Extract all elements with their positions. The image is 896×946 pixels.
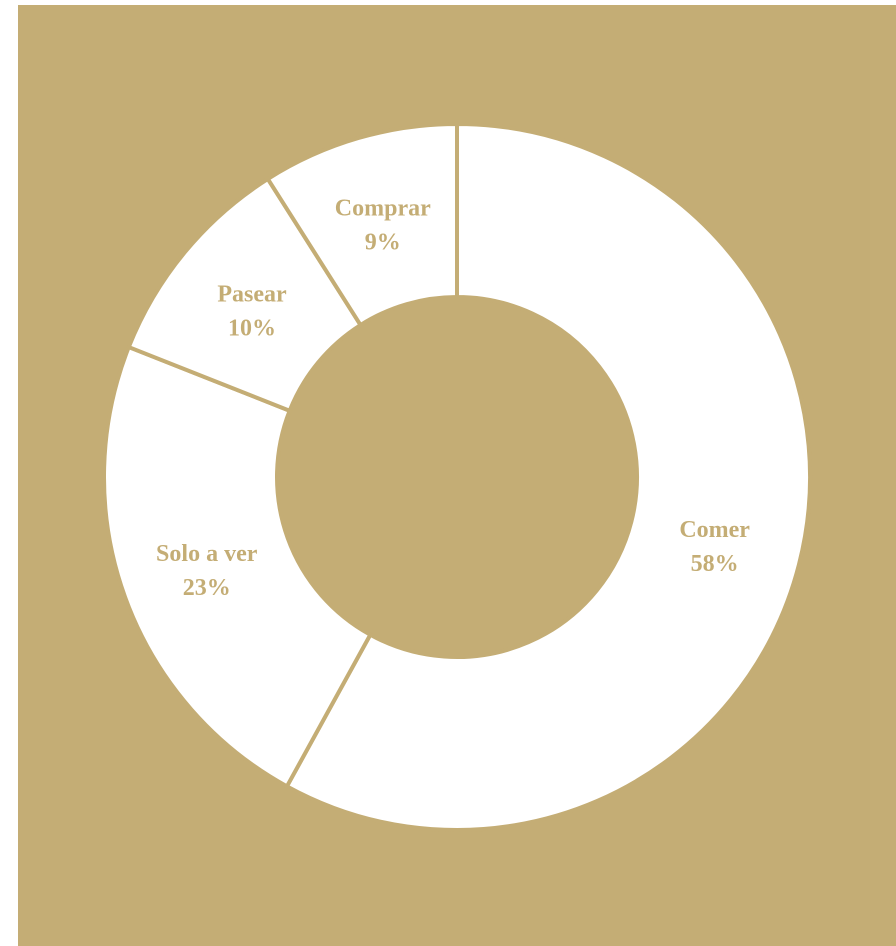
- slice-comer: [284, 121, 812, 832]
- slice-category-label: Comprar: [335, 196, 431, 222]
- slice-category-label: Solo a ver: [156, 541, 258, 567]
- slice-value-label: 23%: [183, 575, 231, 601]
- slice-label: Solo a ver 23%: [156, 541, 258, 601]
- slice-category-label: Comer: [679, 517, 750, 543]
- slice-category-label: Pasear: [217, 281, 287, 307]
- slice-comprar: [265, 121, 459, 328]
- slice-value-label: 10%: [228, 315, 276, 341]
- slice-value-label: 58%: [691, 551, 739, 577]
- slice-solo-a-ver: [102, 344, 373, 790]
- slice-label: Pasear 10%: [217, 281, 287, 341]
- slice-label: Comprar 9%: [335, 196, 431, 256]
- slice-label: Comer 58%: [679, 517, 750, 577]
- slice-value-label: 9%: [365, 230, 401, 256]
